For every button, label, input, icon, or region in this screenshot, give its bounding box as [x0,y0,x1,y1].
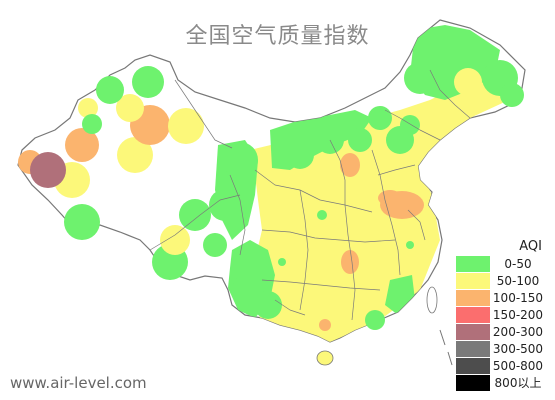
legend-title: AQI [519,239,542,254]
legend-label: 800以上 [494,376,542,390]
legend-label: 200-300 [492,324,544,339]
province-boundaries [149,69,471,321]
legend-item: 300-500 [456,340,546,357]
legend-swatch [456,357,490,374]
legend-swatch [456,289,490,306]
legend-item: 50-100 [456,272,546,289]
orange-hotspot-hunan [341,250,359,274]
south-sea-dashes [439,329,453,366]
legend-label: 150-200 [492,307,544,322]
orange-hotspot-shanxi [340,153,360,177]
station-circles [18,26,524,331]
legend-swatch [456,255,490,272]
legend-item: 0-50 [456,255,546,272]
orange-hotspot-hebei [378,190,402,206]
taiwan-island [426,286,438,314]
legend-swatch [456,374,490,391]
legend-label: 100-150 [492,290,544,305]
aqi-legend: AQI 0-50 50-100 100-150 150-200 200-300 300-5… [456,238,546,391]
legend-item: 800以上 [456,374,546,391]
legend-label: 50-100 [496,273,540,288]
legend-item: 500-800 [456,357,546,374]
legend-swatch [456,340,490,357]
watermark-text: www.air-level.com [10,374,147,392]
legend-item: 150-200 [456,306,546,323]
legend-swatch [456,323,490,340]
hainan-island [316,350,334,366]
legend-swatch [456,272,490,289]
legend-label: 300-500 [492,341,544,356]
legend-label: 500-800 [492,358,544,373]
map-title: 全国空气质量指数 [185,24,370,49]
legend-item: 100-150 [456,289,546,306]
legend-swatch [456,306,490,323]
legend-label: 0-50 [504,256,532,271]
legend-item: 200-300 [456,323,546,340]
